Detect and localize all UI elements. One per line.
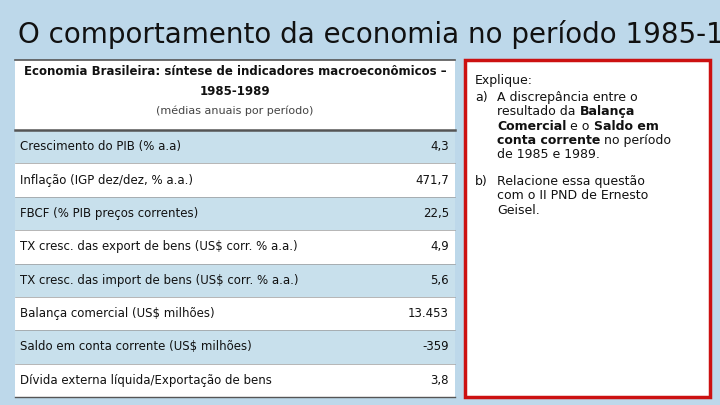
Bar xyxy=(15,230,455,264)
Text: a): a) xyxy=(475,90,487,104)
Text: O comportamento da economia no período 1985-1989: O comportamento da economia no período 1… xyxy=(18,20,720,49)
Text: 4,3: 4,3 xyxy=(431,140,449,153)
Text: Dívida externa líquida/Exportação de bens: Dívida externa líquida/Exportação de ben… xyxy=(20,374,272,387)
Text: Saldo em conta corrente (US$ milhões): Saldo em conta corrente (US$ milhões) xyxy=(20,341,252,354)
Bar xyxy=(15,264,455,297)
Text: 4,9: 4,9 xyxy=(431,240,449,253)
Bar xyxy=(15,197,455,230)
Text: de 1985 e 1989.: de 1985 e 1989. xyxy=(497,149,600,162)
Text: Saldo em: Saldo em xyxy=(594,119,659,132)
Text: 13.453: 13.453 xyxy=(408,307,449,320)
Text: Balança: Balança xyxy=(580,105,635,118)
Text: FBCF (% PIB preços correntes): FBCF (% PIB preços correntes) xyxy=(20,207,198,220)
Text: TX cresc. das import de bens (US$ corr. % a.a.): TX cresc. das import de bens (US$ corr. … xyxy=(20,274,299,287)
Text: A discrepância entre o: A discrepância entre o xyxy=(497,90,638,104)
Text: TX cresc. das export de bens (US$ corr. % a.a.): TX cresc. das export de bens (US$ corr. … xyxy=(20,240,297,253)
Bar xyxy=(15,130,455,163)
Text: 471,7: 471,7 xyxy=(415,174,449,187)
Text: b): b) xyxy=(475,175,487,188)
Text: 1985-1989: 1985-1989 xyxy=(199,85,270,98)
Text: Geisel.: Geisel. xyxy=(497,204,540,217)
Bar xyxy=(15,330,455,364)
Bar xyxy=(15,364,455,397)
Text: 5,6: 5,6 xyxy=(431,274,449,287)
Text: (médias anuais por período): (médias anuais por período) xyxy=(156,105,314,115)
Bar xyxy=(15,297,455,330)
Text: com o II PND de Ernesto: com o II PND de Ernesto xyxy=(497,189,648,202)
Text: conta corrente: conta corrente xyxy=(497,134,600,147)
Bar xyxy=(15,163,455,197)
Text: 3,8: 3,8 xyxy=(431,374,449,387)
Text: 22,5: 22,5 xyxy=(423,207,449,220)
Text: no período: no período xyxy=(600,134,671,147)
Text: e o: e o xyxy=(567,119,594,132)
Text: resultado da: resultado da xyxy=(497,105,580,118)
Bar xyxy=(465,60,710,397)
Text: Economia Brasileira: síntese de indicadores macroeconômicos –: Economia Brasileira: síntese de indicado… xyxy=(24,65,446,78)
Text: Inflação (IGP dez/dez, % a.a.): Inflação (IGP dez/dez, % a.a.) xyxy=(20,174,193,187)
Text: Relacione essa questão: Relacione essa questão xyxy=(497,175,645,188)
Text: Crescimento do PIB (% a.a): Crescimento do PIB (% a.a) xyxy=(20,140,181,153)
Text: Balança comercial (US$ milhões): Balança comercial (US$ milhões) xyxy=(20,307,215,320)
Bar xyxy=(15,60,455,130)
Text: Comercial: Comercial xyxy=(497,119,567,132)
Text: -359: -359 xyxy=(423,341,449,354)
Text: Explique:: Explique: xyxy=(475,74,533,87)
